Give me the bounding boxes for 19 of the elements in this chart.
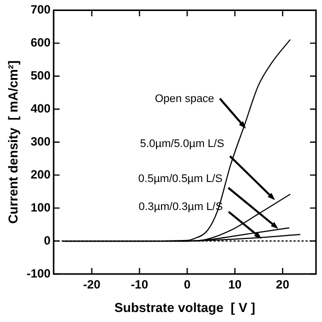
x-axis-title: Substrate voltage [ V ] — [114, 300, 256, 315]
y-tick-label: 300 — [30, 134, 51, 148]
y-tick-label: 200 — [30, 167, 51, 182]
y-tick-label: -100 — [26, 266, 51, 280]
annotation: 0.5µm/0.5µm L/S — [138, 172, 223, 185]
y-tick-label: 100 — [30, 200, 51, 214]
y-tick-label: 600 — [30, 35, 51, 50]
x-tick-label: 0 — [184, 278, 191, 292]
x-tick-label: -10 — [130, 278, 148, 292]
x-tick-label: 10 — [228, 278, 242, 292]
x-tick-label: 20 — [276, 278, 290, 292]
y-tick-label: 0 — [44, 233, 51, 248]
y-tick-label: 500 — [30, 68, 51, 82]
y-axis-title: Current density [ mA/cm²] — [5, 60, 20, 224]
annotation: 5.0µm/5.0µm L/S — [140, 138, 224, 150]
annotation: Open space — [154, 92, 214, 105]
y-tick-label: 400 — [30, 101, 51, 116]
x-tick-label: -20 — [83, 278, 101, 292]
y-tick-label: 700 — [30, 2, 51, 17]
